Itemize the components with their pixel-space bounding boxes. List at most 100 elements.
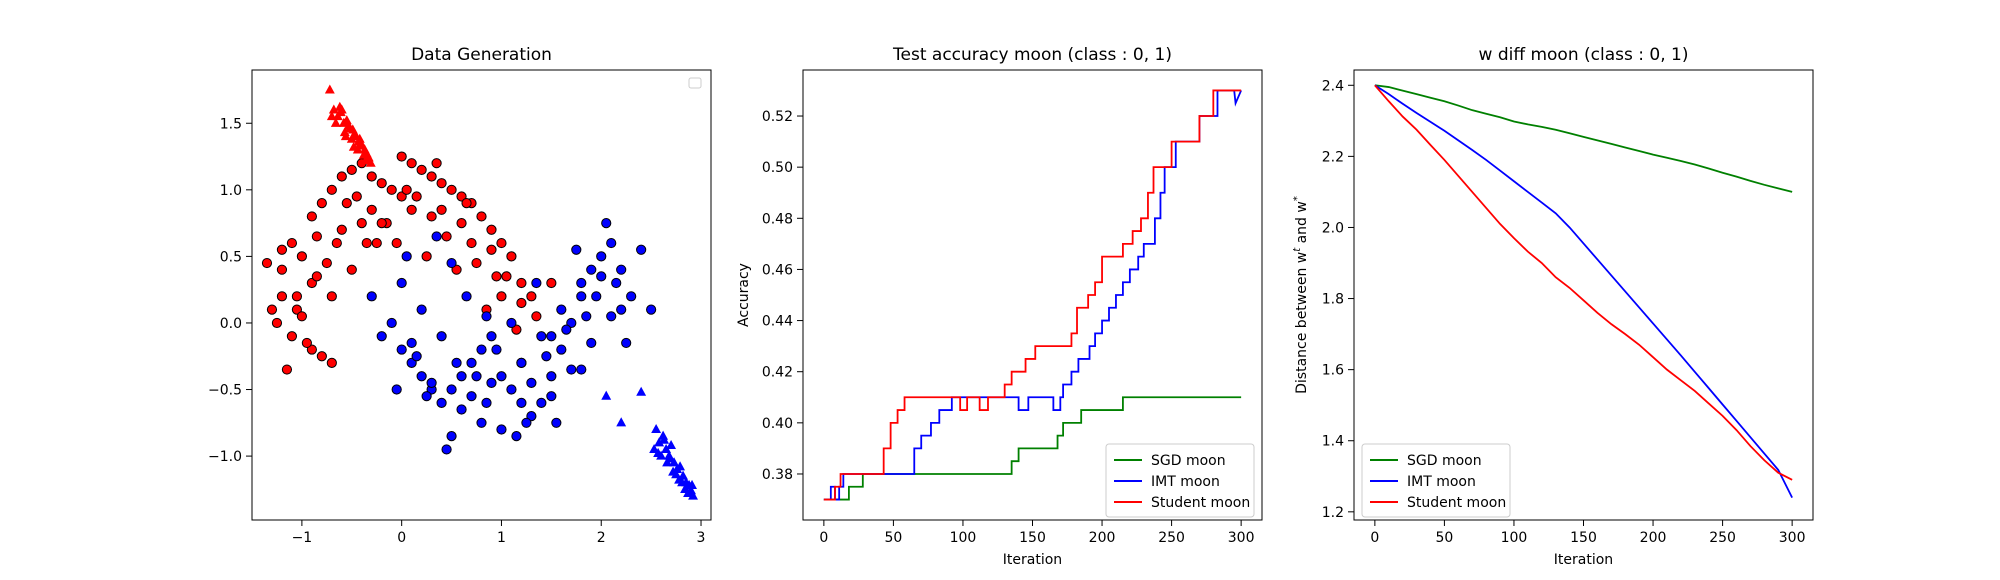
x-tick-label: 150 [1570, 530, 1597, 546]
scatter-point [436, 397, 447, 408]
scatter-point [526, 411, 537, 422]
scatter-point [576, 277, 587, 289]
scatter-point [376, 218, 387, 229]
x-tick-label: 0 [819, 530, 828, 546]
series-line [823, 396, 1242, 501]
y-tick-label: 0.44 [762, 314, 793, 330]
scatter-triangle [649, 443, 660, 454]
scatter-point [501, 271, 512, 282]
scatter-point [536, 397, 547, 408]
scatter-point [496, 371, 507, 382]
scatter-point [546, 277, 557, 289]
x-tick-label: 0 [397, 530, 406, 546]
scatter-point [576, 364, 587, 375]
scatter-point [486, 377, 497, 388]
axes-frame [802, 69, 1263, 521]
scatter-point [636, 244, 647, 255]
scatter-point [426, 377, 437, 388]
scatter-point [301, 337, 312, 349]
scatter-point [291, 291, 303, 302]
y-tick-label: 1.6 [1322, 363, 1344, 379]
scatter-point [561, 324, 572, 335]
scatter-triangle [675, 461, 686, 471]
scatter-point [621, 337, 632, 349]
scatter-point [306, 211, 317, 222]
scatter-point [586, 337, 597, 349]
y-tick-label: 2.2 [1322, 149, 1344, 165]
x-tick-label: 100 [950, 530, 977, 546]
scatter-point [451, 357, 462, 368]
scatter-point [466, 237, 477, 249]
y-tick-label: −1.0 [208, 449, 242, 465]
x-axis-label: Iteration [1003, 552, 1062, 568]
legend-label: SGD moon [1151, 453, 1226, 469]
panel-title: w diff moon (class : 0, 1) [1479, 45, 1689, 65]
scatter-triangle [365, 157, 376, 167]
scatter-point [551, 417, 562, 428]
y-tick-label: 0.46 [762, 262, 793, 278]
series-line [1374, 84, 1793, 193]
scatter-point [416, 304, 427, 315]
scatter-point [456, 371, 467, 382]
scatter-point [286, 237, 298, 249]
scatter-point [611, 277, 622, 289]
scatter-point [566, 317, 577, 329]
scatter-triangle [324, 84, 335, 94]
scatter-triangle [654, 437, 665, 447]
scatter-point [406, 357, 417, 368]
scatter-point [536, 331, 547, 342]
scatter-triangle [665, 453, 676, 463]
scatter-point [601, 218, 612, 229]
x-tick-label: 2 [597, 530, 606, 546]
scatter-point [426, 171, 437, 182]
scatter-series [324, 84, 376, 167]
scatter-point [406, 204, 417, 215]
x-tick-label: 50 [1435, 530, 1453, 546]
scatter-point [331, 237, 342, 249]
scatter-point [326, 357, 337, 368]
scatter-point [351, 191, 362, 202]
scatter-point [541, 351, 552, 362]
scatter-triangle [666, 439, 677, 450]
y-tick-label: 1.0 [220, 183, 242, 199]
x-tick-label: 300 [1228, 530, 1255, 546]
scatter-triangle [659, 434, 670, 444]
scatter-triangle [661, 443, 672, 454]
scatter-point [276, 244, 288, 255]
scatter-point [361, 237, 372, 249]
scatter-triangle [671, 469, 682, 479]
scatter-point [316, 198, 327, 209]
scatter-point [496, 237, 507, 249]
scatter-point [471, 257, 482, 269]
scatter-point [506, 317, 517, 329]
scatter-point [446, 384, 457, 395]
scatter-point [606, 311, 617, 322]
scatter-point [491, 271, 502, 282]
scatter-triangle [687, 479, 697, 489]
axes-frame [1353, 69, 1814, 521]
x-tick-label: 150 [1019, 530, 1046, 546]
scatter-point [596, 271, 607, 282]
scatter-point [526, 291, 537, 302]
scatter-point [481, 397, 492, 408]
legend-box [688, 77, 702, 89]
scatter-triangle [326, 111, 337, 121]
scatter-triangle [360, 155, 371, 165]
scatter-point [496, 424, 507, 435]
scatter-point [486, 244, 497, 255]
y-tick-label: 0.38 [762, 467, 793, 483]
scatter-point [366, 291, 377, 302]
scatter-triangle [336, 104, 347, 114]
scatter-point [291, 304, 303, 315]
scatter-point [476, 417, 487, 428]
scatter-point [451, 264, 462, 275]
scatter-point [316, 351, 327, 362]
scatter-point [511, 324, 522, 335]
scatter-point [531, 277, 542, 289]
scatter-point [481, 311, 492, 322]
y-tick-label: −0.5 [208, 383, 242, 399]
scatter-point [386, 184, 397, 195]
scatter-point [556, 344, 567, 355]
scatter-point [321, 257, 332, 269]
